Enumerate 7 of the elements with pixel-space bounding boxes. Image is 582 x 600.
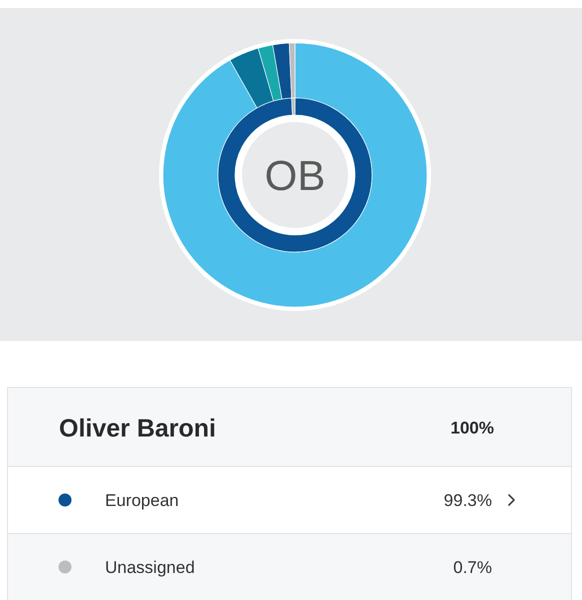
text: Oliver Baroni	[59, 414, 216, 442]
legend-label: European	[105, 491, 179, 510]
text: OB	[264, 152, 326, 199]
legend-label: Unassigned	[105, 558, 195, 577]
text: 100%	[450, 418, 494, 438]
data-label: 99.3%	[444, 491, 492, 510]
data-label: 0.7%	[453, 558, 492, 577]
